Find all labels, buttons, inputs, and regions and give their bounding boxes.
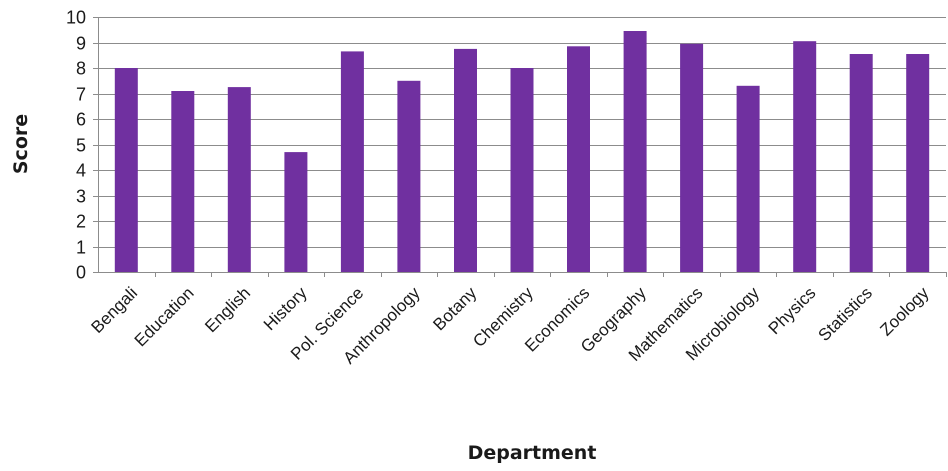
x-axis-title: Department <box>468 442 597 464</box>
bar <box>510 68 534 272</box>
bar <box>793 41 817 273</box>
y-tick-label: 7 <box>76 85 86 105</box>
y-tick-label: 5 <box>76 136 86 156</box>
y-tick-label: 2 <box>76 212 86 232</box>
bar <box>680 43 704 272</box>
x-tick-label: Botany <box>429 283 480 334</box>
y-tick-label: 3 <box>76 187 86 207</box>
y-tick-labels: 0 1 2 3 4 5 6 7 8 9 10 <box>66 8 86 283</box>
y-tick-label: 4 <box>76 161 86 181</box>
bar <box>567 46 590 272</box>
y-tick-label: 9 <box>76 34 86 54</box>
bar <box>114 68 138 272</box>
x-tick-label: History <box>260 283 311 334</box>
y-axis-title: Score <box>10 114 32 174</box>
bar <box>849 54 873 272</box>
bar <box>736 85 760 272</box>
bar <box>397 80 421 273</box>
y-tick-label: 6 <box>76 110 86 130</box>
x-tick-label: Physics <box>765 283 820 338</box>
bar <box>284 152 308 272</box>
x-tick-label: English <box>201 283 254 336</box>
y-tick-label: 1 <box>76 238 86 258</box>
x-tick-label: Statistics <box>814 283 876 345</box>
bar <box>454 48 477 273</box>
x-tick-label: Zoology <box>876 283 933 340</box>
bars <box>114 31 930 273</box>
bar <box>340 51 364 273</box>
x-tick-label: Bengali <box>88 283 142 337</box>
bar <box>906 54 930 272</box>
bar <box>623 31 647 272</box>
bar <box>227 87 251 272</box>
y-tick-label: 8 <box>76 59 86 79</box>
axes <box>93 17 947 277</box>
y-tick-label: 10 <box>66 8 86 28</box>
bar <box>171 91 195 272</box>
x-tick-label: Education <box>131 283 198 350</box>
y-tick-label: 0 <box>76 263 86 283</box>
